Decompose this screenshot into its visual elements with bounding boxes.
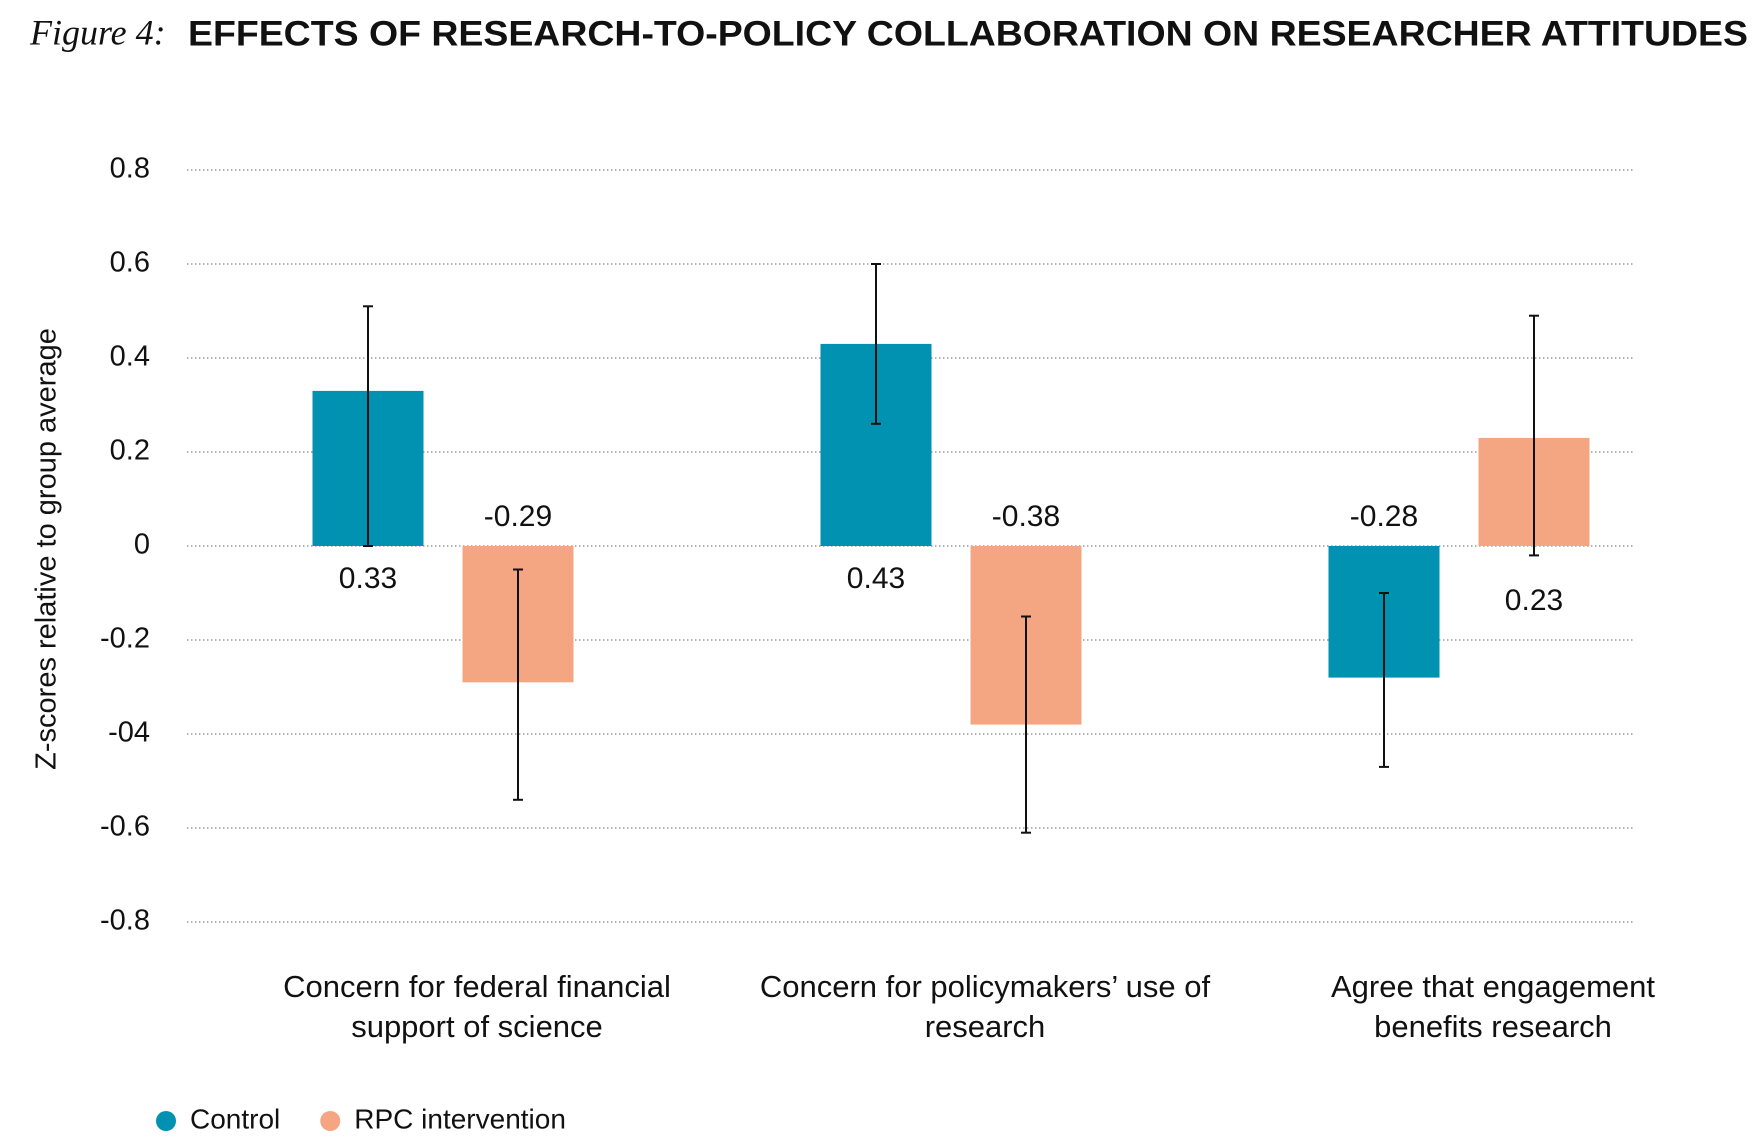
y-tick-label: -0.8 — [100, 905, 150, 937]
y-tick-label: -0.6 — [100, 811, 150, 843]
y-tick-label: 0.2 — [110, 435, 150, 467]
x-tick-label: Agree that engagement benefits research — [1330, 969, 1656, 1044]
value-label: -0.38 — [992, 500, 1060, 533]
value-label: -0.29 — [484, 500, 552, 533]
y-tick-label: -0.2 — [100, 623, 150, 655]
y-axis-label: Z-scores relative to group average — [31, 328, 63, 770]
y-tick-label: -04 — [108, 717, 150, 749]
y-tick-label: 0.4 — [110, 341, 150, 373]
value-label: 0.23 — [1505, 584, 1563, 617]
value-label: 0.43 — [847, 562, 905, 595]
legend-label: Control — [190, 1103, 280, 1134]
legend-swatch — [320, 1111, 341, 1131]
chart-title: EFFECTS OF RESEARCH-TO-POLICY COLLABORAT… — [188, 14, 1748, 53]
y-tick-label: 0.8 — [110, 153, 150, 185]
y-tick-label: 0.6 — [110, 247, 150, 279]
value-label: -0.28 — [1350, 500, 1418, 533]
value-label: 0.33 — [339, 562, 397, 595]
legend-label: RPC intervention — [354, 1103, 566, 1134]
x-tick-label: Concern for policymakers’ use of researc… — [759, 969, 1211, 1044]
x-tick-label: Concern for federal financial support of… — [283, 969, 671, 1044]
legend-swatch — [156, 1111, 176, 1131]
figure-label: Figure 4: — [29, 12, 166, 52]
y-tick-label: 0 — [134, 529, 150, 561]
